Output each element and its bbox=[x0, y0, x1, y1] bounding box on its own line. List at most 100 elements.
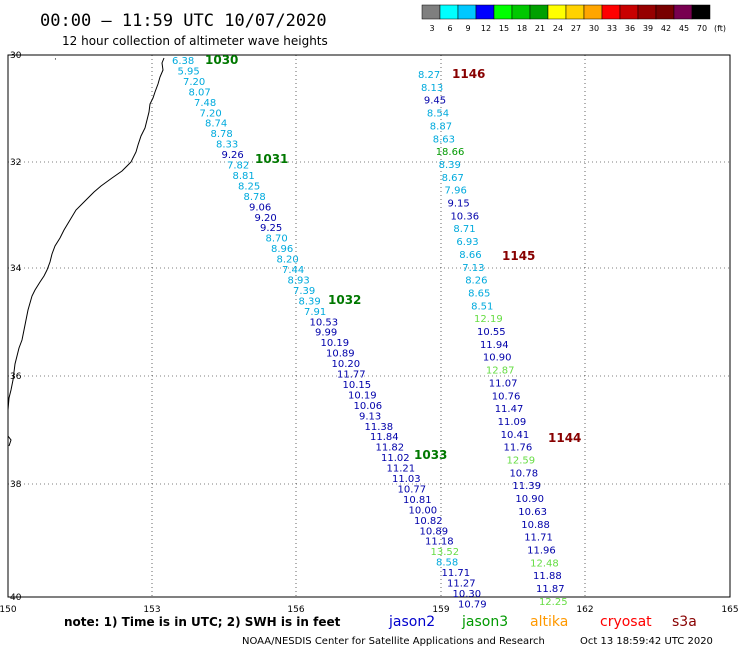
track-east: 8.27 8.13 9.45 8.548.87 8.63 18.66 8.39 8.67 7.9… bbox=[418, 67, 581, 608]
scale-swatch bbox=[655, 4, 675, 20]
footer-credit: NOAA/NESDIS Center for Satellite Applica… bbox=[242, 636, 545, 647]
satellite-s3a: s3a bbox=[672, 614, 697, 630]
swh-value: 11.07 bbox=[489, 378, 518, 389]
scale-label: 36 bbox=[625, 24, 635, 33]
swh-value: 10.90 bbox=[515, 494, 544, 505]
coastline-south-fragment bbox=[7, 435, 12, 447]
scale-label: 70 bbox=[697, 24, 707, 33]
swh-value: 8.87 bbox=[430, 121, 452, 132]
swh-value: 8.39 bbox=[299, 296, 321, 307]
swh-value: 10.89 bbox=[326, 349, 355, 360]
swh-value: 9.45 bbox=[424, 96, 446, 107]
scale-swatch bbox=[457, 4, 477, 20]
swh-value: 10.15 bbox=[343, 380, 372, 391]
scale-label: 6 bbox=[447, 24, 452, 33]
track-west: 6.385.957.208.077.487.208.748.788.339.26… bbox=[172, 53, 487, 610]
swh-value: 11.21 bbox=[387, 464, 416, 475]
swh-value: 10.55 bbox=[477, 327, 506, 338]
swh-value: 9.15 bbox=[448, 199, 470, 210]
swh-value: 13.52 bbox=[431, 547, 460, 558]
swh-value: 8.70 bbox=[266, 234, 288, 245]
swh-value: 10.19 bbox=[321, 338, 350, 349]
swh-value: 8.20 bbox=[277, 255, 299, 266]
scale-label: 27 bbox=[571, 24, 581, 33]
scale-swatch bbox=[637, 4, 657, 20]
swh-value: 11.77 bbox=[337, 370, 366, 381]
swh-value: 11.96 bbox=[527, 545, 556, 556]
swh-value: 10.63 bbox=[518, 507, 547, 518]
scale-swatch bbox=[439, 4, 459, 20]
island-marker: · bbox=[54, 55, 57, 65]
swh-value: 7.39 bbox=[293, 286, 315, 297]
swh-value: 18.66 bbox=[436, 147, 465, 158]
swh-value: 7.91 bbox=[304, 307, 326, 318]
swh-value: 9.99 bbox=[315, 328, 337, 339]
swh-value: 8.65 bbox=[468, 288, 490, 299]
swh-value: 7.96 bbox=[445, 186, 467, 197]
swh-value: 11.94 bbox=[480, 340, 509, 351]
swh-value: 8.58 bbox=[436, 558, 458, 569]
swh-value: 11.88 bbox=[533, 571, 562, 582]
pass-label: 1032 bbox=[328, 293, 361, 307]
scale-swatch bbox=[493, 4, 513, 20]
satellite-cryosat: cryosat bbox=[600, 614, 652, 630]
scale-swatch bbox=[601, 4, 621, 20]
swh-value: 11.39 bbox=[512, 481, 541, 492]
swh-value: 11.82 bbox=[376, 443, 405, 454]
lon-label: 162 bbox=[576, 605, 593, 615]
swh-value: 11.71 bbox=[442, 568, 471, 579]
pass-label: 1144 bbox=[548, 431, 581, 445]
swh-value: 8.78 bbox=[211, 129, 233, 140]
lat-label: 38 bbox=[10, 480, 22, 490]
swh-value: 11.87 bbox=[536, 584, 565, 595]
swh-value: 10.89 bbox=[420, 526, 449, 537]
swh-value: 9.13 bbox=[359, 411, 381, 422]
map-frame bbox=[7, 54, 731, 598]
swh-value: 12.48 bbox=[530, 558, 559, 569]
swh-value: 11.38 bbox=[365, 422, 394, 433]
swh-value: 8.13 bbox=[421, 83, 443, 94]
pass-label: 1146 bbox=[452, 67, 485, 81]
swh-value: 8.63 bbox=[433, 134, 455, 145]
scale-label: (ft) bbox=[714, 24, 726, 33]
swh-value: 8.96 bbox=[271, 244, 293, 255]
scale-label: 21 bbox=[535, 24, 545, 33]
lat-label: 34 bbox=[10, 264, 22, 274]
scale-swatch bbox=[511, 4, 531, 20]
scale-swatch bbox=[529, 4, 549, 20]
swh-value: 7.20 bbox=[183, 77, 205, 88]
lat-label: 30 bbox=[10, 51, 22, 61]
swh-value: 8.67 bbox=[442, 173, 464, 184]
satellite-jason2: jason2 bbox=[388, 614, 435, 630]
scale-swatch bbox=[673, 4, 693, 20]
swh-value: 10.41 bbox=[501, 430, 530, 441]
scale-label: 45 bbox=[679, 24, 689, 33]
swh-value: 11.03 bbox=[392, 474, 421, 485]
grid-lines bbox=[8, 55, 730, 597]
scale-label: 12 bbox=[481, 24, 491, 33]
swh-value: 11.18 bbox=[425, 537, 454, 548]
swh-value: 10.76 bbox=[492, 391, 521, 402]
swh-value: 8.07 bbox=[189, 87, 211, 98]
satellite-legend: jason2 jason3 altika cryosat s3a bbox=[388, 614, 697, 630]
footer-timestamp: Oct 13 18:59:42 UTC 2020 bbox=[580, 636, 713, 647]
lon-label: 153 bbox=[143, 605, 160, 615]
swh-value: 10.81 bbox=[403, 495, 432, 506]
scale-label: 3 bbox=[429, 24, 434, 33]
swh-value: 9.26 bbox=[222, 150, 244, 161]
color-scale: 3 6 9 12 15 18 21 24 27 30 33 36 39 42 45 70 (ft) bbox=[421, 4, 726, 33]
swh-value: 12.59 bbox=[507, 456, 536, 467]
swh-value: 10.20 bbox=[332, 359, 361, 370]
pass-label: 1031 bbox=[255, 152, 288, 166]
swh-value: 6.93 bbox=[456, 237, 478, 248]
pass-label: 1145 bbox=[502, 249, 535, 263]
scale-label: 15 bbox=[499, 24, 509, 33]
swh-value: 9.25 bbox=[260, 223, 282, 234]
scale-label: 24 bbox=[553, 24, 563, 33]
swh-value: 10.06 bbox=[354, 401, 383, 412]
scale-label: 33 bbox=[607, 24, 617, 33]
swh-value: 10.30 bbox=[453, 589, 482, 600]
coastline bbox=[7, 57, 165, 411]
lon-label: 165 bbox=[721, 605, 738, 615]
swh-value: 7.13 bbox=[462, 263, 484, 274]
